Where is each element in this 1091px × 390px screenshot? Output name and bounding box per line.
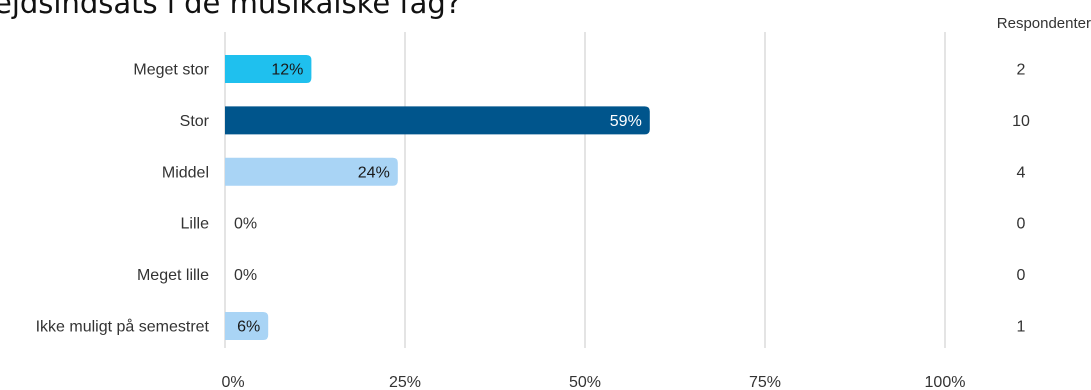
category-label: Meget lille xyxy=(137,267,209,284)
value-labels: 12% 59% 24% 0% 0% 6% xyxy=(234,62,642,336)
respondents-header: Respondenter xyxy=(997,15,1091,32)
bar xyxy=(225,106,650,135)
gridlines xyxy=(224,32,946,348)
x-tick-label: 25% xyxy=(389,374,421,390)
respondent-count: 0 xyxy=(1017,216,1026,233)
x-tick-label: 75% xyxy=(749,374,781,390)
x-tick-labels: 0% 25% 50% 75% 100% xyxy=(221,374,965,390)
value-label: 6% xyxy=(237,319,260,336)
category-label: Lille xyxy=(181,216,210,233)
respondent-count: 10 xyxy=(1012,113,1030,130)
x-tick-label: 0% xyxy=(221,374,244,390)
respondent-count: 1 xyxy=(1017,319,1026,336)
category-label: Middel xyxy=(162,164,209,181)
x-tick-label: 100% xyxy=(925,374,966,390)
respondent-counts: 2 10 4 0 0 1 xyxy=(1012,62,1030,336)
value-label: 24% xyxy=(358,164,390,181)
value-label: 0% xyxy=(234,267,257,284)
bars xyxy=(225,55,650,340)
category-label: Meget stor xyxy=(133,62,209,79)
bar xyxy=(225,55,312,83)
category-labels: Meget stor Stor Middel Lille Meget lille Ikke… xyxy=(36,62,210,336)
value-label: 12% xyxy=(271,62,303,79)
respondent-count: 0 xyxy=(1017,267,1026,284)
value-label: 0% xyxy=(234,216,257,233)
bar xyxy=(225,312,269,340)
x-tick-label: 50% xyxy=(569,374,601,390)
bar xyxy=(225,157,398,186)
chart-title: ejdsindsats i de musikalske fag? xyxy=(0,0,462,20)
value-label: 59% xyxy=(610,113,642,130)
respondent-count: 2 xyxy=(1017,62,1026,79)
respondent-count: 4 xyxy=(1017,164,1026,181)
category-label: Stor xyxy=(180,113,210,130)
category-label: Ikke muligt på semestret xyxy=(36,318,210,336)
